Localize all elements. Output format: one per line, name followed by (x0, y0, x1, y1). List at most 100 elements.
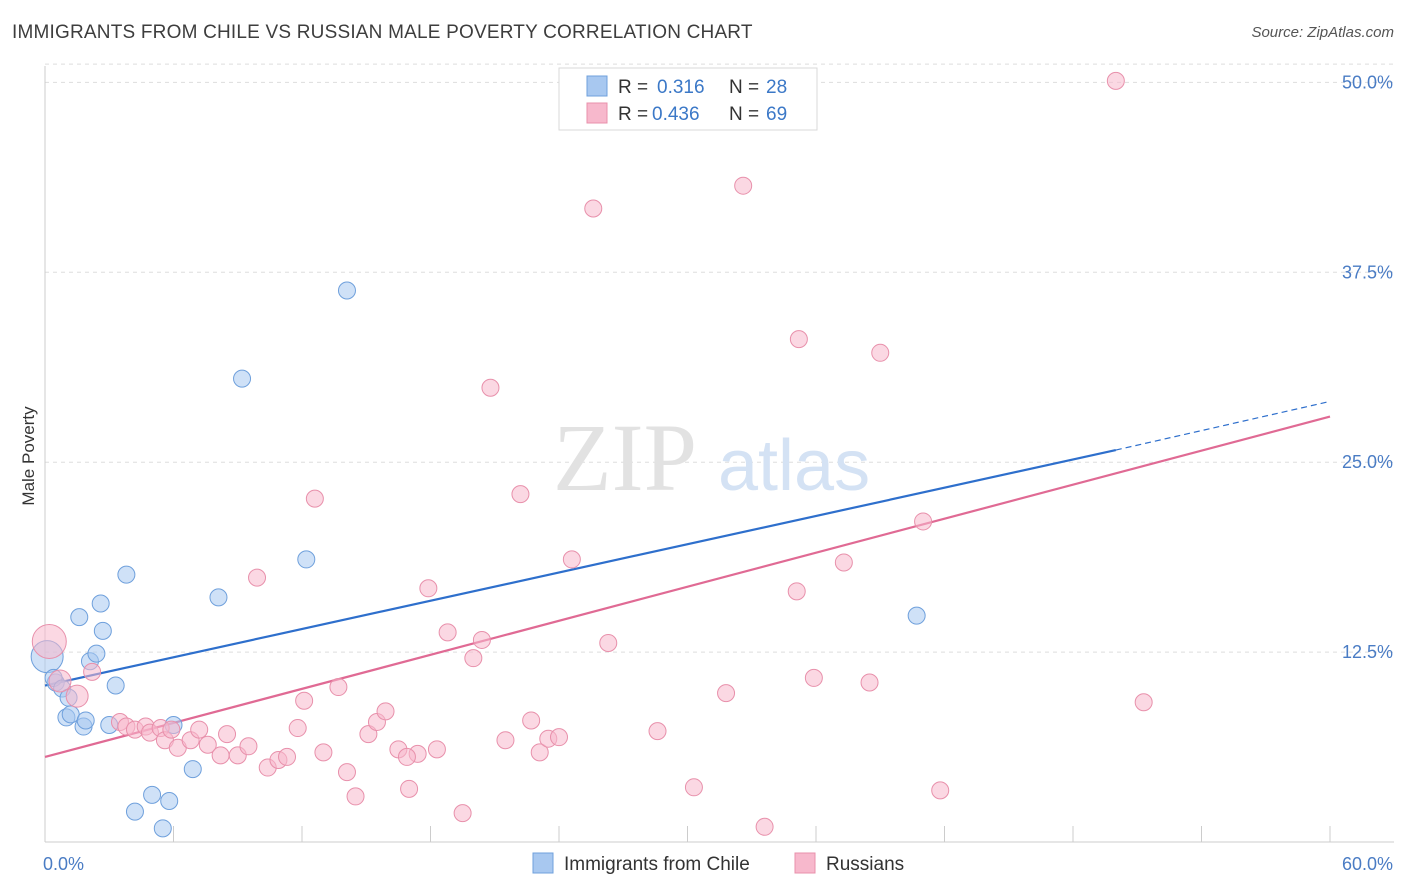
x-tick-label: 0.0% (43, 854, 84, 874)
data-point-russians (305, 489, 324, 508)
legend-box: R = 0.316 N = 28 R = 0.436 N = 69 (558, 67, 818, 131)
data-point-russians (346, 787, 365, 806)
data-point-russians (359, 725, 378, 744)
y-tick-label: 12.5% (1342, 642, 1393, 662)
data-point-chile (160, 791, 179, 810)
tick-labels: 12.5% 25.0% 37.5% 50.0% 0.0% 60.0% (43, 72, 1393, 874)
data-point-chile (70, 608, 89, 627)
data-point-chile (337, 281, 356, 300)
data-point-russians (162, 720, 181, 739)
bottom-legend-label-chile: Immigrants from Chile (564, 854, 750, 875)
data-point-chile (87, 644, 106, 663)
data-point-russians (804, 668, 823, 687)
watermark: ZIP atlas (553, 404, 870, 511)
data-point-russians (834, 553, 853, 572)
chart-title: IMMIGRANTS FROM CHILE VS RUSSIAN MALE PO… (12, 22, 753, 43)
data-point-russians (871, 343, 890, 362)
data-point-russians (684, 778, 703, 797)
grid-lines (45, 63, 1394, 653)
y-tick-label: 50.0% (1342, 72, 1393, 92)
data-point-russians (329, 678, 348, 697)
data-point-russians (511, 485, 530, 504)
data-point-chile (209, 588, 228, 607)
data-point-russians (376, 702, 395, 721)
watermark-atlas: atlas (718, 426, 870, 506)
data-point-russians (288, 719, 307, 738)
data-point-russians (717, 684, 736, 703)
data-point-russians (1106, 71, 1125, 90)
data-point-chile (106, 676, 125, 695)
data-point-russians (1134, 693, 1153, 712)
data-point-russians (31, 623, 67, 659)
data-point-chile (93, 621, 112, 640)
data-point-chile (91, 594, 110, 613)
data-point-chile (183, 760, 202, 779)
data-point-chile (297, 550, 316, 569)
data-point-chile (125, 802, 144, 821)
data-point-russians (787, 582, 806, 601)
legend-n-value-russians: 69 (766, 104, 787, 125)
data-point-russians (397, 747, 416, 766)
bottom-legend-swatch-chile (532, 852, 554, 874)
legend-n-label-chile: N = (729, 77, 759, 98)
bottom-legend: Immigrants from Chile Russians (532, 852, 904, 875)
data-point-russians (481, 378, 500, 397)
legend-swatch-chile (586, 75, 608, 97)
data-point-russians (530, 743, 549, 762)
data-point-russians (295, 691, 314, 710)
legend-r-value-chile: 0.316 (657, 77, 705, 98)
y-tick-label: 37.5% (1342, 262, 1393, 282)
trend-line-extension (1115, 400, 1331, 451)
data-point-russians (648, 722, 667, 741)
trend-lines (44, 400, 1331, 758)
data-point-russians (278, 747, 297, 766)
data-point-russians (931, 781, 950, 800)
data-point-chile (153, 819, 172, 838)
legend-n-value-chile: 28 (766, 77, 787, 98)
data-point-russians (550, 728, 568, 747)
data-point-russians (337, 763, 356, 782)
data-point-russians (464, 649, 483, 668)
data-point-russians (198, 735, 217, 754)
bottom-legend-swatch-russians (794, 852, 816, 874)
y-axis-label: Male Poverty (19, 406, 38, 506)
data-point-russians (427, 740, 446, 759)
data-point-russians (218, 725, 237, 744)
data-point-russians (584, 199, 603, 218)
data-point-russians (400, 779, 419, 798)
trend-line-chile (44, 448, 1117, 687)
legend-swatch-russians (586, 102, 608, 124)
data-point-russians (496, 731, 515, 750)
data-point-russians (562, 550, 581, 569)
y-tick-label: 25.0% (1342, 452, 1393, 472)
data-point-russians (314, 743, 333, 762)
data-point-russians (65, 684, 89, 708)
data-point-russians (419, 579, 438, 598)
legend-r-label-chile: R = (618, 77, 648, 98)
data-point-russians (914, 512, 933, 531)
data-point-russians (453, 804, 472, 823)
data-point-russians (211, 746, 230, 765)
data-point-russians (83, 662, 102, 681)
data-point-russians (472, 630, 491, 649)
legend-r-label-russians: R = (618, 104, 648, 125)
data-point-russians (190, 720, 209, 739)
watermark-zip: ZIP (553, 404, 697, 511)
data-point-russians (522, 711, 541, 730)
data-point-russians (599, 633, 618, 652)
data-point-russians (789, 330, 808, 349)
trend-line-russians (44, 415, 1331, 758)
data-point-chile (117, 565, 136, 584)
data-point-russians (860, 673, 879, 692)
chart-source: Source: ZipAtlas.com (1251, 24, 1394, 41)
data-point-chile (907, 606, 926, 625)
data-point-chile (61, 705, 80, 724)
x-tick-label: 60.0% (1342, 854, 1393, 874)
data-points (30, 71, 1153, 838)
data-point-russians (48, 669, 72, 693)
data-point-russians (755, 817, 774, 836)
data-point-chile (143, 785, 162, 804)
legend-r-value-russians: 0.436 (652, 104, 700, 125)
axes (44, 66, 1394, 843)
